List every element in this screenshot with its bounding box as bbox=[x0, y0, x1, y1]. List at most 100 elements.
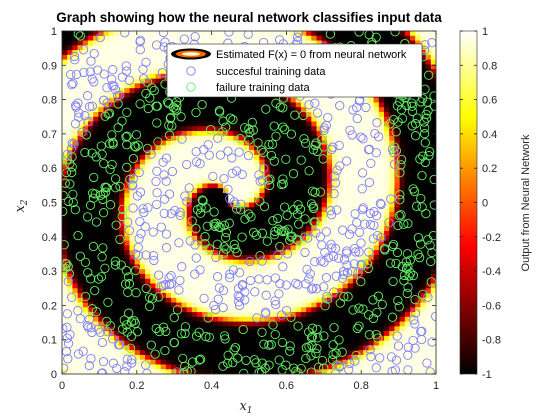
heatmap-cell bbox=[363, 216, 370, 223]
heatmap-cell bbox=[155, 140, 162, 146]
heatmap-cell bbox=[326, 116, 333, 123]
heatmap-cell bbox=[108, 269, 115, 275]
heatmap-cell bbox=[420, 35, 427, 42]
heatmap-cell bbox=[378, 345, 385, 351]
heatmap-cell bbox=[243, 345, 250, 351]
heatmap-cell bbox=[368, 231, 375, 237]
heatmap-cell bbox=[72, 59, 79, 65]
heatmap-cell bbox=[228, 173, 235, 180]
heatmap-cell bbox=[176, 202, 183, 208]
heatmap-cell bbox=[181, 273, 188, 280]
heatmap-cell bbox=[321, 173, 328, 180]
heatmap-cell bbox=[212, 145, 219, 151]
heatmap-cell bbox=[165, 173, 172, 180]
heatmap-cell bbox=[139, 178, 146, 185]
heatmap-cell bbox=[295, 169, 302, 175]
heatmap-cell bbox=[124, 240, 131, 246]
heatmap-cell bbox=[399, 131, 406, 137]
heatmap-cell bbox=[202, 259, 209, 266]
heatmap-cell bbox=[316, 254, 323, 261]
heatmap-cell bbox=[82, 59, 89, 65]
heatmap-cell bbox=[113, 283, 120, 289]
heatmap-cell bbox=[280, 207, 286, 213]
heatmap-cell bbox=[326, 264, 333, 270]
heatmap-cell bbox=[217, 316, 224, 323]
heatmap-cell bbox=[145, 207, 151, 213]
heatmap-cell bbox=[87, 73, 94, 80]
heatmap-cell bbox=[124, 297, 131, 304]
heatmap-cell bbox=[347, 207, 354, 213]
heatmap-cell bbox=[217, 369, 224, 374]
heatmap-cell bbox=[342, 264, 349, 270]
heatmap-cell bbox=[87, 307, 94, 313]
heatmap-cell bbox=[62, 59, 68, 65]
heatmap-cell bbox=[274, 102, 281, 108]
heatmap-cell bbox=[347, 216, 354, 223]
heatmap-cell bbox=[129, 359, 136, 366]
heatmap-cell bbox=[300, 192, 307, 199]
heatmap-cell bbox=[378, 183, 385, 189]
heatmap-cell bbox=[207, 159, 214, 165]
heatmap-cell bbox=[150, 116, 157, 123]
heatmap-cell bbox=[62, 240, 68, 246]
heatmap-cell bbox=[352, 345, 359, 351]
heatmap-cell bbox=[280, 264, 286, 270]
heatmap-cell bbox=[233, 31, 240, 37]
heatmap-cell bbox=[124, 131, 131, 137]
heatmap-cell bbox=[358, 116, 364, 123]
heatmap-cell bbox=[233, 293, 240, 299]
heatmap-cell bbox=[238, 202, 245, 208]
heatmap-cell bbox=[103, 273, 110, 280]
heatmap-cell bbox=[342, 345, 349, 351]
heatmap-cell bbox=[145, 297, 151, 304]
heatmap-cell bbox=[337, 140, 344, 146]
heatmap-cell bbox=[134, 345, 141, 351]
heatmap-cell bbox=[217, 159, 224, 165]
heatmap-cell bbox=[363, 126, 370, 132]
heatmap-cell bbox=[358, 231, 364, 237]
heatmap-cell bbox=[264, 221, 271, 227]
heatmap-cell bbox=[332, 212, 338, 218]
heatmap-cell bbox=[410, 359, 416, 366]
heatmap-cell bbox=[290, 312, 297, 318]
heatmap-cell bbox=[181, 364, 188, 370]
heatmap-cell bbox=[191, 307, 198, 313]
heatmap-cell bbox=[373, 269, 380, 275]
heatmap-cell bbox=[233, 111, 240, 118]
heatmap-cell bbox=[373, 40, 380, 46]
heatmap-cell bbox=[77, 102, 84, 108]
heatmap-cell bbox=[77, 259, 84, 266]
heatmap-cell bbox=[108, 31, 115, 37]
heatmap-cell bbox=[254, 154, 260, 161]
heatmap-cell bbox=[165, 154, 172, 161]
heatmap-cell bbox=[410, 340, 416, 347]
heatmap-cell bbox=[368, 140, 375, 146]
heatmap-cell bbox=[155, 245, 162, 251]
heatmap-cell bbox=[186, 354, 193, 361]
heatmap-cell bbox=[249, 154, 255, 161]
heatmap-cell bbox=[103, 316, 110, 323]
heatmap-cell bbox=[342, 111, 349, 118]
heatmap-cell bbox=[186, 273, 193, 280]
heatmap-cell bbox=[129, 102, 136, 108]
heatmap-cell bbox=[124, 54, 131, 61]
heatmap-cell bbox=[399, 331, 406, 337]
heatmap-cell bbox=[399, 297, 406, 304]
heatmap-cell bbox=[82, 121, 89, 127]
heatmap-cell bbox=[150, 350, 157, 356]
heatmap-cell bbox=[285, 321, 292, 327]
heatmap-cell bbox=[249, 288, 255, 294]
heatmap-cell bbox=[155, 316, 162, 323]
heatmap-cell bbox=[207, 216, 214, 223]
heatmap-cell bbox=[337, 192, 344, 199]
heatmap-cell bbox=[217, 97, 224, 104]
heatmap-cell bbox=[404, 212, 411, 218]
heatmap-cell bbox=[394, 126, 401, 132]
heatmap-cell bbox=[368, 102, 375, 108]
heatmap-cell bbox=[217, 35, 224, 42]
heatmap-cell bbox=[160, 159, 167, 165]
heatmap-cell bbox=[326, 150, 333, 156]
heatmap-cell bbox=[181, 345, 188, 351]
heatmap-cell bbox=[399, 207, 406, 213]
heatmap-cell bbox=[415, 259, 422, 266]
